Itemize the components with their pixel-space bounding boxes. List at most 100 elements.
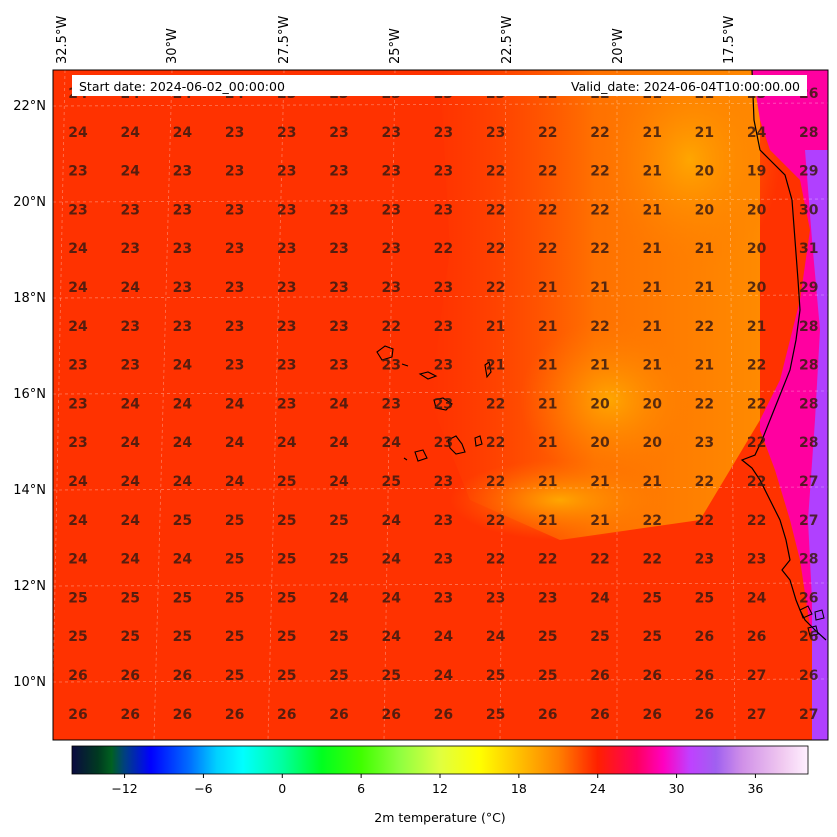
grid-value: 24 (120, 513, 140, 529)
grid-value: 26 (68, 707, 87, 723)
grid-value: 23 (120, 319, 139, 335)
grid-value: 24 (329, 474, 349, 490)
colorbar-tick-label: 12 (432, 781, 448, 796)
grid-value: 23 (277, 358, 296, 374)
grid-value: 23 (277, 125, 296, 141)
cool-plume-north (600, 70, 780, 270)
grid-value: 21 (590, 358, 609, 374)
grid-value: 21 (642, 241, 661, 257)
grid-value: 25 (225, 552, 244, 568)
grid-value: 24 (381, 590, 401, 606)
start-date-label: Start date: 2024-06-02_00:00:00 (79, 79, 285, 94)
grid-value: 21 (590, 474, 609, 490)
grid-value: 22 (590, 552, 609, 568)
grid-value: 23 (434, 552, 453, 568)
very-hot-land-zone (805, 150, 828, 740)
grid-value: 27 (799, 474, 818, 490)
grid-value: 21 (695, 241, 714, 257)
grid-value: 24 (173, 125, 193, 141)
grid-value: 25 (695, 590, 714, 606)
grid-value: 23 (68, 164, 87, 180)
grid-value: 22 (590, 319, 609, 335)
grid-value: 25 (225, 513, 244, 529)
grid-value: 24 (381, 629, 401, 645)
grid-value: 25 (120, 629, 139, 645)
grid-value: 21 (538, 396, 557, 412)
grid-value-labels: 24 24 24 24 23 23 23 23 23 22 22 21 21 23 26 24 24 24 23 23… (68, 86, 819, 723)
grid-value: 23 (173, 202, 192, 218)
grid-value: 23 (225, 241, 244, 257)
grid-value: 22 (590, 164, 609, 180)
lon-label: 27.5°W (277, 16, 292, 64)
grid-value: 25 (277, 552, 296, 568)
grid-value: 26 (799, 668, 818, 684)
colorbar-tick-label: 6 (357, 781, 365, 796)
grid-value: 23 (381, 202, 400, 218)
grid-value: 26 (538, 707, 557, 723)
grid-value: 25 (277, 474, 296, 490)
grid-value: 21 (538, 435, 557, 451)
grid-value: 23 (538, 590, 557, 606)
grid-value: 24 (120, 280, 140, 296)
grid-value: 25 (68, 629, 87, 645)
grid-value: 22 (695, 513, 714, 529)
grid-value: 25 (642, 590, 661, 606)
grid-value: 23 (277, 164, 296, 180)
colorbar: −12 −6 0 6 12 18 24 30 36 2m temperature (°C) (71, 745, 809, 825)
grid-value: 22 (747, 513, 766, 529)
grid-value: 23 (747, 552, 766, 568)
grid-value: 21 (486, 358, 505, 374)
temperature-field (53, 70, 828, 740)
grid-value: 26 (381, 707, 400, 723)
grid-value: 22 (538, 241, 557, 257)
latitude-labels: 22°N 20°N 18°N 16°N 14°N 12°N 10°N (13, 99, 46, 690)
grid-value: 24 (173, 358, 193, 374)
grid-value: 22 (695, 474, 714, 490)
colorbar-tick-label: 36 (747, 781, 763, 796)
grid-value: 29 (799, 164, 818, 180)
grid-value: 21 (642, 319, 661, 335)
grid-value: 22 (695, 396, 714, 412)
grid-value: 28 (799, 552, 818, 568)
grid-value: 24 (747, 125, 767, 141)
grid-value: 26 (642, 707, 661, 723)
lat-label: 12°N (13, 579, 46, 594)
grid-value: 25 (329, 513, 348, 529)
grid-value: 24 (329, 435, 349, 451)
lat-label: 22°N (13, 99, 46, 114)
grid-value: 22 (538, 125, 557, 141)
grid-value: 24 (747, 590, 767, 606)
grid-value: 24 (590, 590, 610, 606)
grid-value: 23 (277, 280, 296, 296)
grid-value: 24 (225, 435, 245, 451)
grid-value: 23 (68, 202, 87, 218)
grid-value: 20 (642, 435, 662, 451)
lon-label: 20°W (611, 28, 626, 64)
grid-value: 22 (695, 319, 714, 335)
grid-value: 20 (642, 396, 662, 412)
grid-value: 23 (695, 552, 714, 568)
grid-value: 24 (381, 552, 401, 568)
grid-value: 23 (329, 319, 348, 335)
grid-value: 21 (642, 164, 661, 180)
grid-value: 29 (799, 280, 818, 296)
grid-value: 28 (799, 396, 818, 412)
grid-value: 26 (642, 668, 661, 684)
grid-value: 23 (120, 358, 139, 374)
grid-value: 28 (799, 319, 818, 335)
grid-value: 25 (277, 590, 296, 606)
grid-value: 20 (695, 164, 715, 180)
grid-value: 24 (120, 474, 140, 490)
grid-value: 20 (747, 241, 767, 257)
grid-value: 26 (799, 629, 818, 645)
grid-value: 24 (277, 435, 297, 451)
grid-value: 26 (329, 707, 348, 723)
grid-value: 24 (68, 241, 88, 257)
grid-value: 23 (225, 125, 244, 141)
lat-label: 18°N (13, 291, 46, 306)
grid-value: 20 (747, 280, 767, 296)
grid-value: 23 (277, 241, 296, 257)
grid-value: 23 (225, 164, 244, 180)
grid-value: 21 (642, 474, 661, 490)
grid-value: 22 (538, 552, 557, 568)
